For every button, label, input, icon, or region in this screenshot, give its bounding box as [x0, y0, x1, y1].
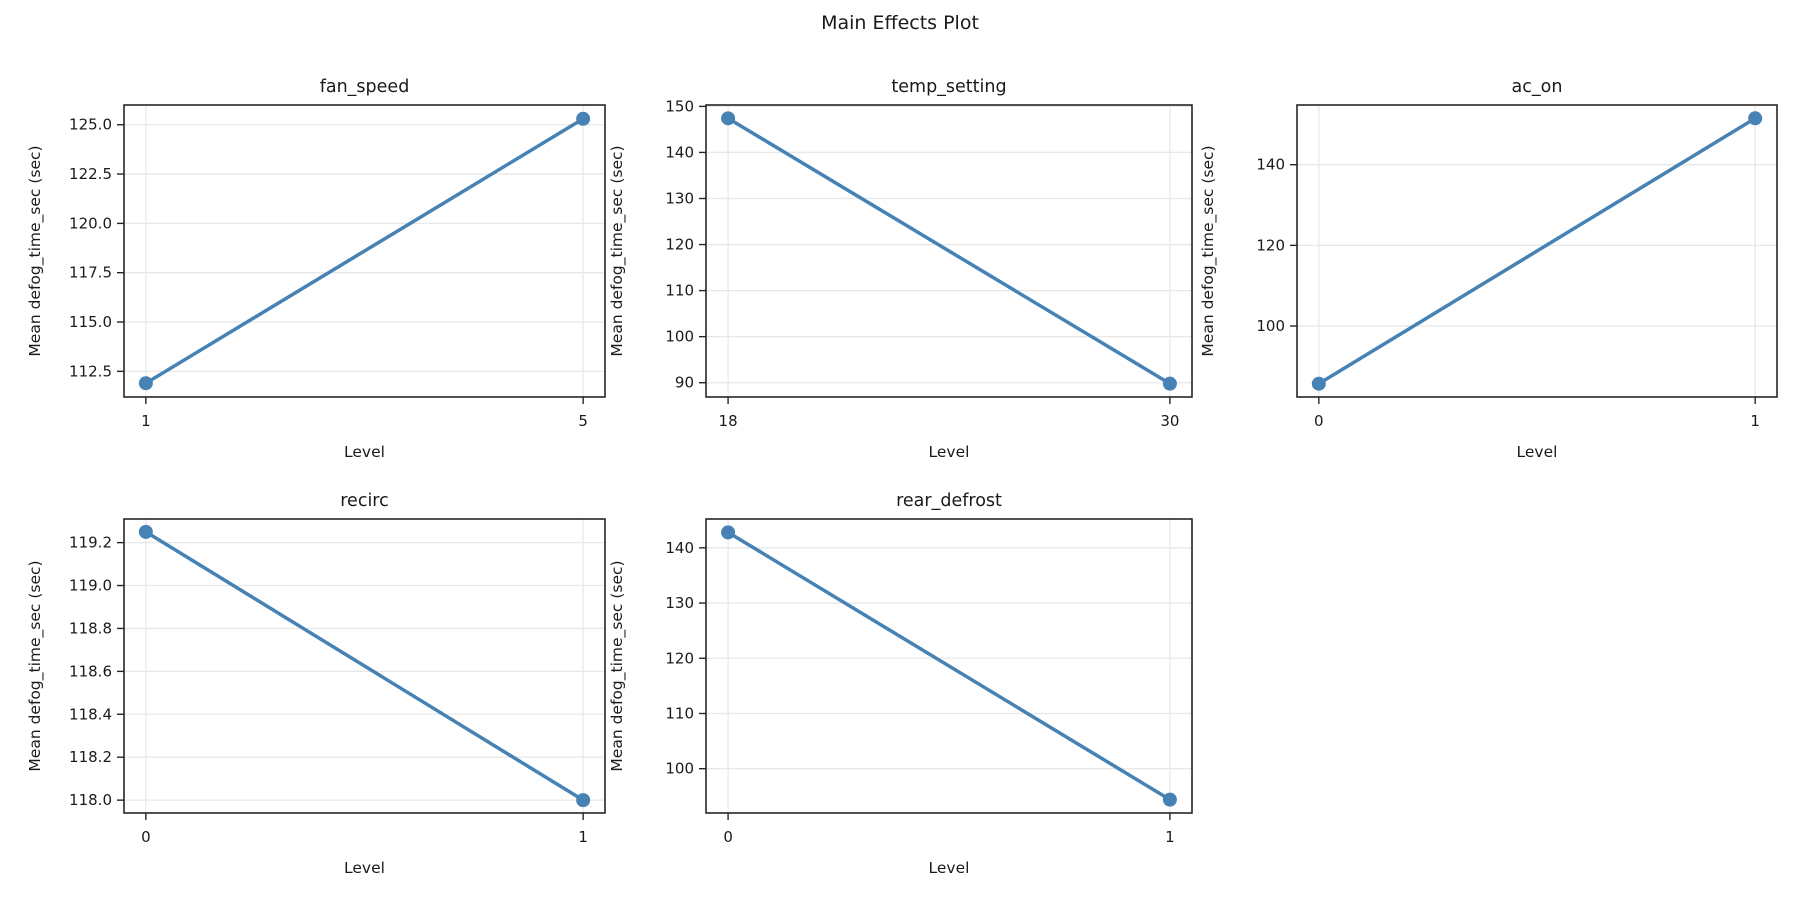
- data-point: [721, 525, 736, 540]
- data-point: [1162, 792, 1177, 807]
- y-tick-label: 117.5: [69, 264, 112, 282]
- axes-frame: [123, 518, 606, 814]
- data-line: [144, 117, 585, 385]
- y-tick-label: 150: [665, 97, 694, 115]
- subplot-rear-defrost: 100 110 120 130 140 0 1 rear_defrost Level Mean d…: [606, 477, 1206, 887]
- subplot-temp-setting: 90 100 110 120 130 140 150 18 30 temp_setting Leve…: [606, 63, 1206, 471]
- y-tick-label: 140: [665, 143, 694, 161]
- data-line: [726, 530, 1172, 802]
- y-tick-label: 120: [1256, 236, 1285, 254]
- temp_setting-plot-svg: 90 100 110 120 130 140 150 18 30 temp_setting Leve…: [608, 77, 1193, 461]
- y-tick-label: 110: [665, 704, 694, 722]
- y-tick-label: 118.2: [69, 748, 112, 766]
- data-point: [1748, 111, 1763, 126]
- axes-frame: [705, 104, 1193, 398]
- y-tick-label: 100: [1256, 317, 1285, 335]
- x-axis-label: Level: [929, 443, 970, 461]
- y-tick-label: 118.8: [69, 619, 112, 637]
- y-tick-label: 100: [665, 328, 694, 346]
- x-tick-label: 30: [1160, 412, 1179, 430]
- ac_on-plot-svg: 100 120 140 0 1 ac_on Level Mean defog_time_sec…: [1199, 77, 1778, 461]
- x-tick-label: 0: [1314, 412, 1324, 430]
- data-point: [138, 524, 153, 539]
- x-tick-label: 18: [719, 412, 738, 430]
- y-tick-label: 122.5: [69, 165, 112, 183]
- data-point: [1311, 376, 1326, 391]
- fan_speed-plot-svg: 112.5 115.0 117.5 120.0 122.5 125.0 1 5 fan_spee…: [26, 77, 606, 461]
- x-axis-label: Level: [1517, 443, 1558, 461]
- rear_defrost-plot-svg: 100 110 120 130 140 0 1 rear_defrost Level Mean d…: [608, 491, 1193, 877]
- y-tick-label: 140: [665, 539, 694, 557]
- data-point: [576, 111, 591, 126]
- x-axis-label: Level: [929, 859, 970, 877]
- y-tick-label: 125.0: [69, 116, 112, 134]
- subplot-title: recirc: [340, 491, 389, 511]
- subplot-fan-speed: 112.5 115.0 117.5 120.0 122.5 125.0 1 5 fan_spee…: [24, 63, 619, 471]
- axes-frame: [123, 104, 606, 398]
- x-tick-label: 0: [141, 828, 151, 846]
- x-axis-label: Level: [344, 859, 385, 877]
- y-tick-label: 118.4: [69, 705, 112, 723]
- data-line: [726, 116, 1172, 386]
- data-line: [1317, 116, 1757, 386]
- axes-frame: [705, 518, 1193, 814]
- x-tick-label: 1: [141, 412, 151, 430]
- y-tick-label: 110: [665, 282, 694, 300]
- y-tick-label: 112.5: [69, 362, 112, 380]
- y-tick-label: 119.0: [69, 577, 112, 595]
- y-axis-label: Mean defog_time_sec (sec): [1199, 145, 1218, 356]
- subplot-title: fan_speed: [320, 77, 410, 97]
- y-tick-label: 100: [665, 760, 694, 778]
- y-tick-label: 130: [665, 189, 694, 207]
- y-tick-label: 90: [675, 374, 694, 392]
- y-tick-label: 120: [665, 236, 694, 254]
- y-tick-label: 140: [1256, 156, 1285, 174]
- y-tick-label: 130: [665, 594, 694, 612]
- data-line: [144, 530, 585, 802]
- figure-title: Main Effects Plot: [821, 12, 979, 34]
- data-point: [576, 793, 591, 808]
- y-tick-label: 118.6: [69, 662, 112, 680]
- recirc-plot-svg: 118.0 118.2 118.4 118.6 118.8 119.0 119.2 0 1 rec…: [26, 491, 606, 877]
- x-tick-label: 1: [1750, 412, 1760, 430]
- x-tick-label: 1: [1165, 828, 1175, 846]
- subplot-title: rear_defrost: [896, 491, 1002, 511]
- x-tick-label: 5: [578, 412, 588, 430]
- subplot-ac-on: 100 120 140 0 1 ac_on Level Mean defog_time_sec…: [1197, 63, 1791, 471]
- data-point: [1162, 376, 1177, 391]
- y-tick-label: 115.0: [69, 313, 112, 331]
- x-axis-label: Level: [344, 443, 385, 461]
- data-point: [138, 376, 153, 391]
- x-tick-label: 0: [723, 828, 733, 846]
- y-tick-label: 120.0: [69, 214, 112, 232]
- y-axis-label: Mean defog_time_sec (sec): [26, 560, 45, 771]
- data-point: [721, 111, 736, 126]
- y-axis-label: Mean defog_time_sec (sec): [608, 560, 627, 771]
- subplot-title: ac_on: [1512, 77, 1563, 97]
- subplot-recirc: 118.0 118.2 118.4 118.6 118.8 119.0 119.2 0 1 rec…: [24, 477, 619, 887]
- x-tick-label: 1: [578, 828, 588, 846]
- y-axis-label: Mean defog_time_sec (sec): [608, 145, 627, 356]
- y-tick-label: 120: [665, 649, 694, 667]
- y-tick-label: 118.0: [69, 791, 112, 809]
- axes-frame: [1296, 104, 1778, 398]
- subplot-title: temp_setting: [891, 77, 1006, 97]
- y-tick-label: 119.2: [69, 534, 112, 552]
- y-axis-label: Mean defog_time_sec (sec): [26, 145, 45, 356]
